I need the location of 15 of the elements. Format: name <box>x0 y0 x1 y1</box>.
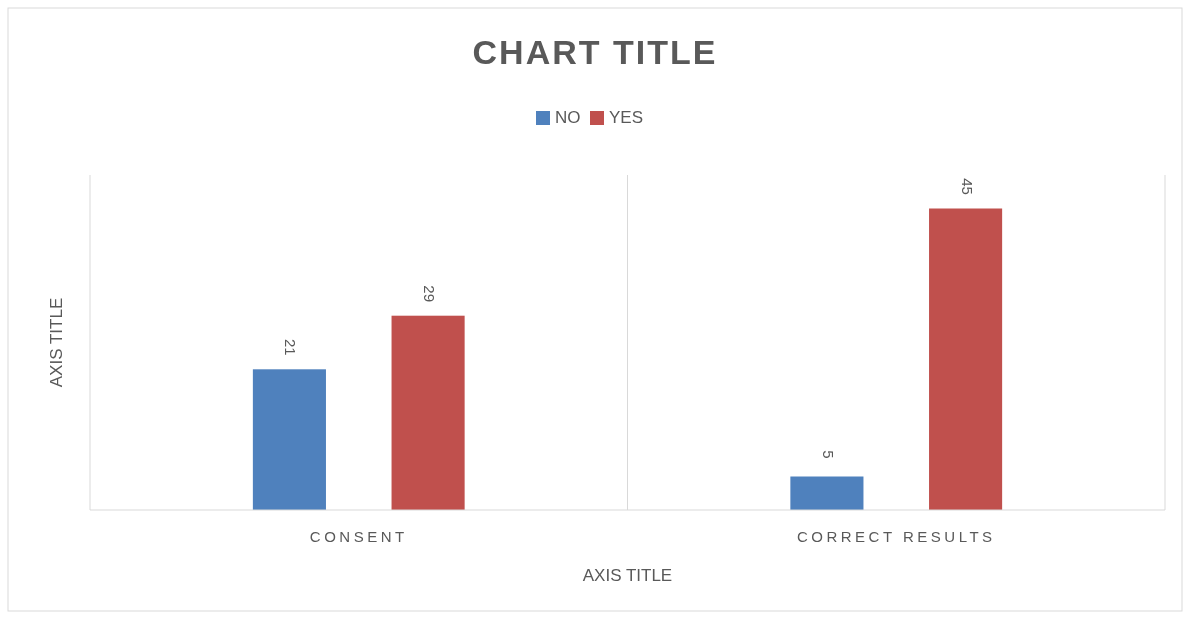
bar <box>252 369 326 510</box>
data-label: 5 <box>819 450 837 459</box>
x-tick-label: CONSENT <box>309 528 408 545</box>
legend-label: YES <box>609 108 644 128</box>
y-axis-title: AXIS TITLE <box>47 297 66 388</box>
x-tick-label: CORRECT RESULTS <box>796 528 996 545</box>
data-label: 29 <box>421 285 439 303</box>
data-label: 45 <box>958 178 976 195</box>
bar <box>790 476 864 510</box>
bar <box>929 208 1003 510</box>
x-axis-title: AXIS TITLE <box>582 566 673 585</box>
chart-title: CHART TITLE <box>472 33 718 71</box>
bar <box>391 315 465 510</box>
legend-label: NO <box>555 108 581 128</box>
data-label: 21 <box>282 338 300 356</box>
